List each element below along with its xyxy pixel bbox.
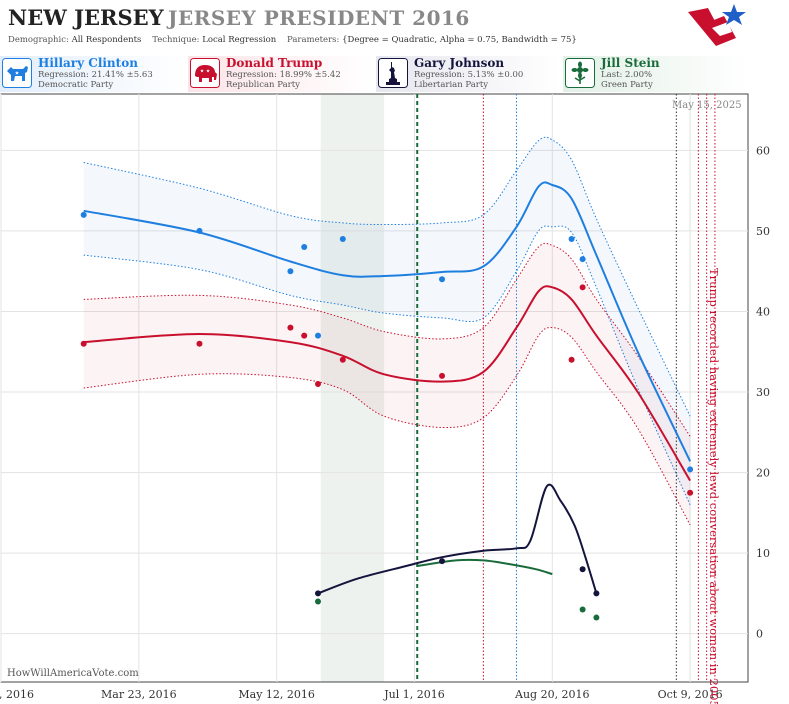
poll-point-donald-trump bbox=[687, 489, 694, 496]
x-tick-label: Mar 23, 2016 bbox=[101, 688, 177, 701]
upper-bound-donald-trump bbox=[83, 242, 691, 437]
parameters-label: Parameters: bbox=[287, 35, 340, 45]
legend-party-trump: Republican Party bbox=[226, 80, 300, 90]
poll-point-hillary-clinton bbox=[301, 244, 308, 251]
lower-bound-hillary-clinton bbox=[83, 225, 691, 506]
poll-point-gary-johnson bbox=[593, 590, 600, 597]
x-tick-label: Aug 20, 2016 bbox=[514, 688, 590, 701]
trend-line-jill-stein bbox=[417, 558, 553, 576]
event-annotation: Trump recorded having extremely lewd con… bbox=[707, 268, 721, 704]
statue-of-liberty-icon bbox=[378, 58, 408, 88]
confidence-band-hillary-clinton bbox=[83, 137, 691, 505]
sunflower-icon bbox=[565, 58, 595, 88]
poll-point-hillary-clinton bbox=[196, 227, 203, 234]
poll-point-jill-stein bbox=[314, 598, 321, 605]
poll-point-jill-stein bbox=[579, 606, 586, 613]
y-tick-label: 40 bbox=[756, 305, 770, 318]
poll-point-hillary-clinton bbox=[568, 235, 575, 242]
as-of-date: May 15, 2025 bbox=[672, 100, 742, 111]
poll-point-hillary-clinton bbox=[287, 268, 294, 275]
race-title: JERSEY PRESIDENT 2016 bbox=[168, 6, 470, 30]
technique-label: Technique: bbox=[152, 35, 200, 45]
state-title: NEW JERSEY bbox=[8, 5, 164, 30]
y-tick-label: 30 bbox=[756, 386, 770, 399]
legend-name-trump: Donald Trump bbox=[226, 56, 323, 70]
trend-line-hillary-clinton bbox=[83, 181, 692, 462]
poll-point-donald-trump bbox=[80, 340, 87, 347]
demographic-value: All Respondents bbox=[71, 35, 142, 45]
poll-point-donald-trump bbox=[196, 340, 203, 347]
y-tick-label: 10 bbox=[756, 547, 770, 560]
y-tick-label: 0 bbox=[756, 628, 763, 641]
technique-value: Local Regression bbox=[202, 35, 277, 45]
x-tick-label: Oct 9, 2016 bbox=[658, 688, 723, 701]
poll-point-donald-trump bbox=[339, 356, 346, 363]
legend-card-clinton[interactable]: Hillary Clinton Regression: 21.41% ±5.63… bbox=[0, 56, 185, 92]
legend-party-clinton: Democratic Party bbox=[38, 80, 114, 90]
donkey-icon bbox=[2, 58, 32, 88]
legend-card-johnson[interactable]: Gary Johnson Regression: 5.13% ±0.00 Lib… bbox=[376, 56, 561, 92]
site-logo-icon[interactable] bbox=[686, 2, 750, 50]
poll-point-gary-johnson bbox=[579, 566, 586, 573]
x-tick-label: May 12, 2016 bbox=[238, 688, 315, 701]
poll-point-jill-stein bbox=[593, 614, 600, 621]
poll-point-gary-johnson bbox=[314, 590, 321, 597]
poll-point-donald-trump bbox=[314, 380, 321, 387]
poll-point-donald-trump bbox=[568, 356, 575, 363]
legend-name-stein: Jill Stein bbox=[601, 56, 660, 70]
poll-point-hillary-clinton bbox=[687, 466, 694, 473]
legend-party-stein: Green Party bbox=[601, 80, 653, 90]
x-tick-label: Feb 2, 2016 bbox=[0, 688, 34, 701]
trend-line-donald-trump bbox=[83, 285, 691, 482]
legend-party-johnson: Libertarian Party bbox=[414, 80, 489, 90]
poll-point-hillary-clinton bbox=[314, 332, 321, 339]
demographic-label: Demographic: bbox=[8, 35, 69, 45]
poll-point-donald-trump bbox=[287, 324, 294, 331]
legend-stat-stein: Last: 2.00% bbox=[601, 70, 653, 80]
upper-bound-hillary-clinton bbox=[83, 136, 691, 417]
site-watermark[interactable]: HowWillAmericaVote.com bbox=[7, 668, 139, 679]
poll-point-hillary-clinton bbox=[339, 235, 346, 242]
poll-point-donald-trump bbox=[439, 372, 446, 379]
shaded-period bbox=[320, 94, 385, 682]
poll-point-hillary-clinton bbox=[579, 256, 586, 263]
x-tick-label: Jul 1, 2016 bbox=[383, 688, 445, 701]
confidence-band-donald-trump bbox=[83, 243, 691, 525]
legend-name-johnson: Gary Johnson bbox=[414, 56, 505, 70]
poll-point-hillary-clinton bbox=[80, 211, 87, 218]
poll-point-donald-trump bbox=[301, 332, 308, 339]
legend-name-clinton: Hillary Clinton bbox=[38, 56, 138, 70]
legend-card-stein[interactable]: Jill Stein Last: 2.00% Green Party bbox=[563, 56, 748, 92]
parameters-value: {Degree = Quadratic, Alpha = 0.75, Bandw… bbox=[342, 35, 577, 45]
legend-stat-clinton: Regression: 21.41% ±5.63 bbox=[38, 70, 153, 80]
legend-stat-trump: Regression: 18.99% ±5.42 bbox=[226, 70, 341, 80]
legend-stat-johnson: Regression: 5.13% ±0.00 bbox=[414, 70, 524, 80]
y-tick-label: 20 bbox=[756, 467, 770, 480]
poll-point-gary-johnson bbox=[439, 558, 446, 565]
y-tick-label: 60 bbox=[756, 144, 770, 157]
trend-line-gary-johnson bbox=[317, 483, 598, 595]
y-tick-label: 50 bbox=[756, 225, 770, 238]
poll-point-donald-trump bbox=[579, 284, 586, 291]
parameters-line: Demographic: All Respondents Technique: … bbox=[8, 35, 577, 45]
poll-point-hillary-clinton bbox=[439, 276, 446, 283]
elephant-icon bbox=[190, 58, 220, 88]
legend-card-trump[interactable]: Donald Trump Regression: 18.99% ±5.42 Re… bbox=[188, 56, 373, 92]
